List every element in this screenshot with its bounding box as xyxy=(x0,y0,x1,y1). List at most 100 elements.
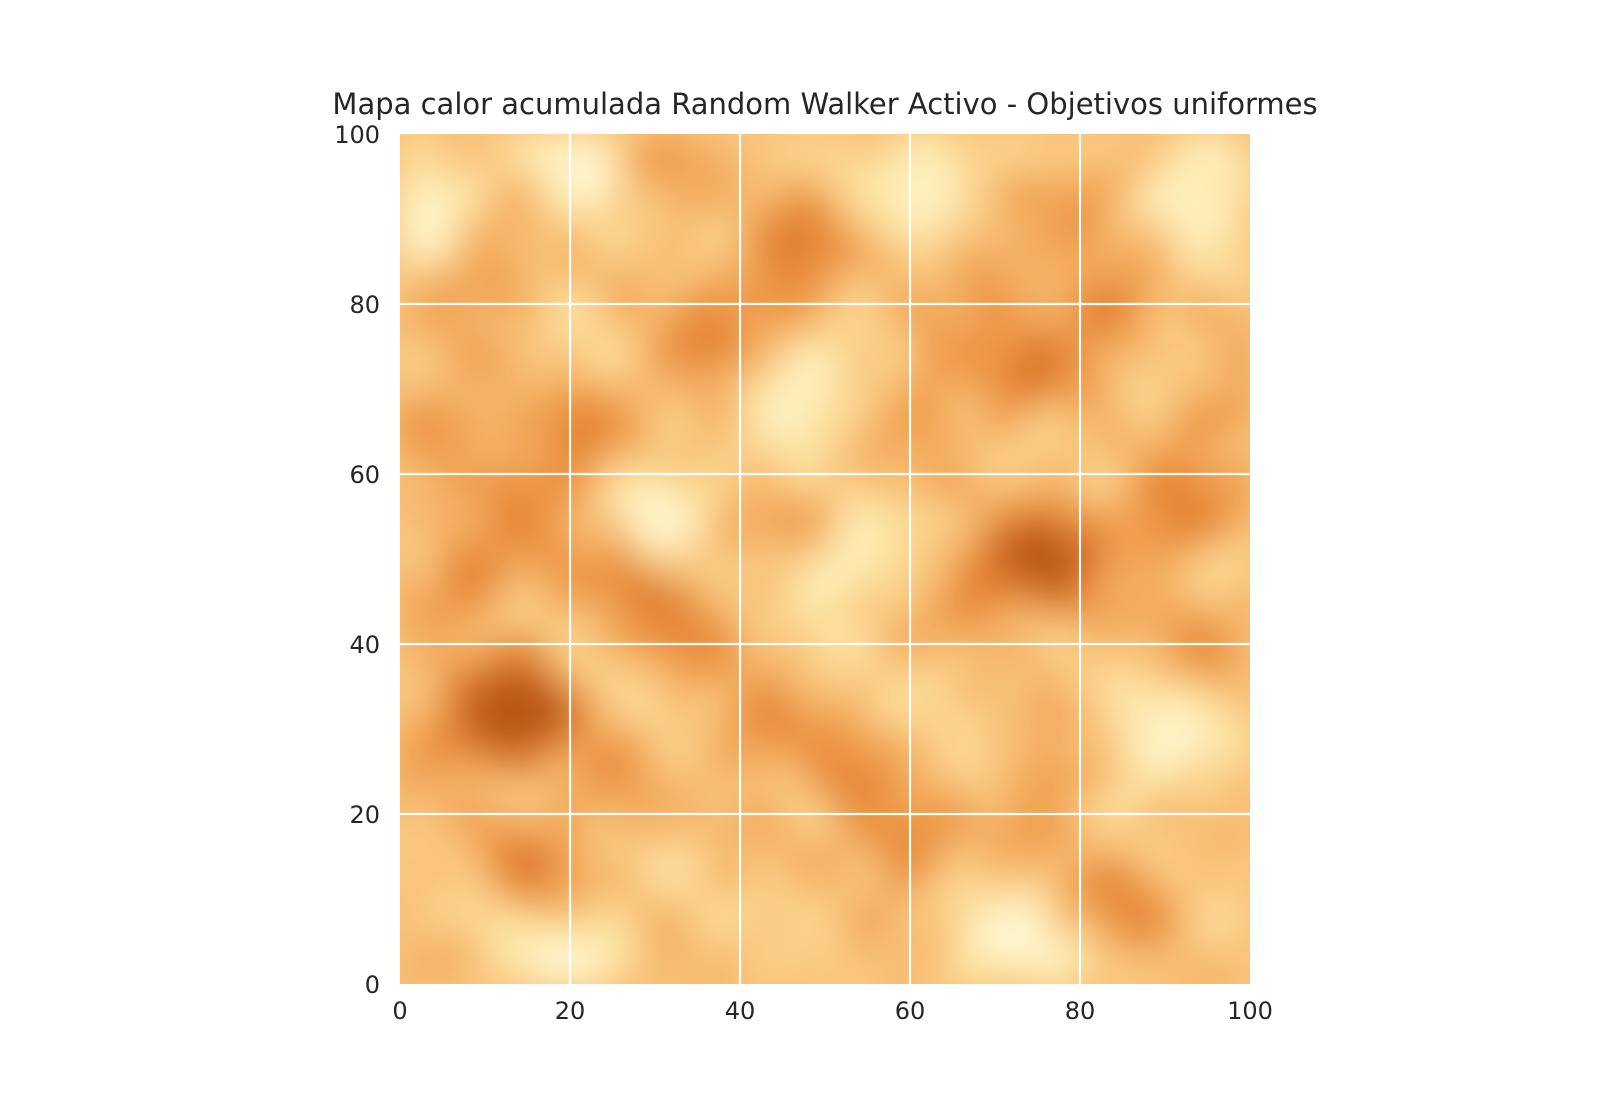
heatmap-cell xyxy=(484,771,507,794)
heatmap-cell xyxy=(803,409,826,432)
heatmap-cell xyxy=(930,643,953,666)
heatmap-cell xyxy=(612,494,635,517)
heatmap-cell xyxy=(569,239,592,262)
heatmap-cell xyxy=(463,664,486,687)
heatmap-cell xyxy=(1058,941,1081,964)
heatmap-cell xyxy=(845,431,868,454)
heatmap-cell xyxy=(739,728,762,751)
heatmap-cell xyxy=(1164,664,1187,687)
heatmap-cell xyxy=(1185,134,1208,156)
heatmap-cell xyxy=(1228,686,1250,709)
heatmap-cell xyxy=(612,707,635,730)
heatmap-cell xyxy=(909,176,932,199)
heatmap-cell xyxy=(442,749,465,772)
heatmap-cell xyxy=(697,601,720,624)
y-tick-label: 100 xyxy=(334,121,380,149)
heatmap-cell xyxy=(697,813,720,836)
heatmap-cell xyxy=(569,346,592,369)
heatmap-cell xyxy=(909,134,932,156)
heatmap-cell xyxy=(420,813,443,836)
heatmap-cell xyxy=(633,749,656,772)
heatmap-cell xyxy=(484,898,507,921)
heatmap-cell xyxy=(1228,346,1250,369)
heatmap-cell xyxy=(697,877,720,900)
heatmap-cell xyxy=(697,834,720,857)
heatmap-cell xyxy=(973,473,996,496)
heatmap-cell xyxy=(1228,919,1250,942)
heatmap-cell xyxy=(845,197,868,220)
heatmap-cell xyxy=(675,643,698,666)
heatmap-cell xyxy=(400,856,422,879)
heatmap-cell xyxy=(1143,856,1166,879)
heatmap-cell xyxy=(1100,473,1123,496)
y-tick-label: 40 xyxy=(349,631,380,659)
heatmap-cell xyxy=(952,261,975,284)
heatmap-cell xyxy=(569,218,592,241)
heatmap-cell xyxy=(654,749,677,772)
heatmap-cell xyxy=(675,898,698,921)
heatmap-cell xyxy=(888,473,911,496)
y-tick-label: 20 xyxy=(349,801,380,829)
heatmap-cell xyxy=(845,919,868,942)
heatmap-cell xyxy=(1100,346,1123,369)
heatmap-cell xyxy=(633,134,656,156)
heatmap-cell xyxy=(824,877,847,900)
heatmap-cell xyxy=(782,664,805,687)
heatmap-cell xyxy=(442,834,465,857)
heatmap-cell xyxy=(1143,792,1166,815)
heatmap-cell xyxy=(590,388,613,411)
heatmap-cell xyxy=(633,261,656,284)
heatmap-cell xyxy=(463,494,486,517)
heatmap-cell xyxy=(994,473,1017,496)
heatmap-cell xyxy=(463,792,486,815)
heatmap-cell xyxy=(1207,834,1230,857)
heatmap-cell xyxy=(824,707,847,730)
heatmap-cell xyxy=(675,516,698,539)
heatmap-cell xyxy=(463,558,486,581)
heatmap-cell xyxy=(973,176,996,199)
heatmap-cell xyxy=(612,792,635,815)
heatmap-cell xyxy=(1079,856,1102,879)
heatmap-cell xyxy=(803,919,826,942)
heatmap-cell xyxy=(1207,239,1230,262)
heatmap-cell xyxy=(548,813,571,836)
heatmap-cell xyxy=(952,749,975,772)
heatmap-cell xyxy=(505,622,528,645)
heatmap-cell xyxy=(994,282,1017,305)
heatmap-cell xyxy=(654,941,677,964)
heatmap-cell xyxy=(888,134,911,156)
heatmap-cell xyxy=(1100,877,1123,900)
heatmap-cell xyxy=(590,728,613,751)
heatmap-cell xyxy=(1100,197,1123,220)
heatmap-cell xyxy=(952,941,975,964)
heatmap-cell xyxy=(675,134,698,156)
heatmap-cell xyxy=(484,962,507,984)
heatmap-cell xyxy=(1185,579,1208,602)
heatmap-cell xyxy=(994,346,1017,369)
heatmap-cell xyxy=(867,941,890,964)
heatmap-cell xyxy=(400,409,422,432)
heatmap-cell xyxy=(675,686,698,709)
heatmap-cell xyxy=(1143,452,1166,475)
heatmap-cell xyxy=(400,516,422,539)
heatmap-cell xyxy=(782,516,805,539)
heatmap-cell xyxy=(1228,452,1250,475)
heatmap-cell xyxy=(1015,324,1038,347)
heatmap-cell xyxy=(697,494,720,517)
heatmap-cell xyxy=(1164,813,1187,836)
heatmap-cell xyxy=(463,452,486,475)
heatmap-cell xyxy=(718,664,741,687)
heatmap-cell xyxy=(1058,431,1081,454)
heatmap-cell xyxy=(527,856,550,879)
heatmap-cell xyxy=(548,346,571,369)
heatmap-cell xyxy=(420,601,443,624)
heatmap-cell xyxy=(760,813,783,836)
heatmap-cell xyxy=(824,728,847,751)
heatmap-cell xyxy=(463,749,486,772)
heatmap-cell xyxy=(1207,962,1230,984)
heatmap-cell xyxy=(1058,516,1081,539)
heatmap-cell xyxy=(612,834,635,857)
heatmap-cell xyxy=(590,516,613,539)
heatmap-cell xyxy=(867,601,890,624)
heatmap-cell xyxy=(824,134,847,156)
